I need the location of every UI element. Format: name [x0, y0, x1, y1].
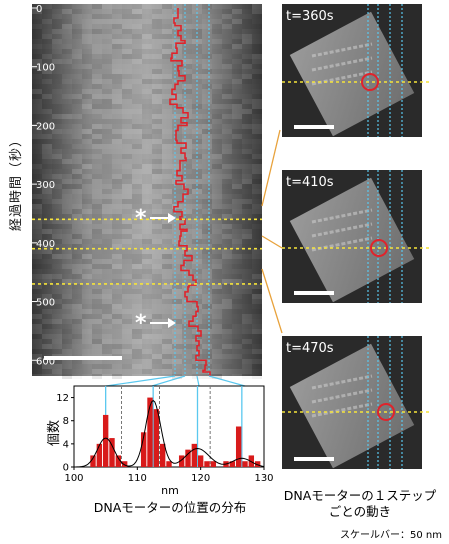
histogram: 個数 100 110 120 130 0 4 8 12 nm DNAモーターの位置の分布 [47, 385, 274, 515]
y-tick-label: 0 [36, 4, 42, 15]
histogram-bar [191, 443, 198, 467]
asterisk-marker-1: * [135, 206, 176, 231]
y-tick-label: 8 [63, 416, 69, 427]
snapshot-caption-line2: ごとの動き [329, 504, 391, 519]
snapshot-time-label: t=410s [286, 175, 334, 190]
kymo-to-histogram-connectors [105, 375, 246, 387]
histogram-x-label: nm [161, 484, 179, 497]
histogram-bar [90, 455, 96, 467]
histogram-bar [229, 461, 236, 467]
arrow-head-icon [168, 318, 176, 328]
y-tick-label: 12 [56, 393, 69, 404]
histogram-bar [166, 461, 172, 467]
histogram-bar [96, 443, 103, 467]
histogram-bar [159, 443, 166, 467]
snapshot-caption-line1: DNAモーターの１ステップ [284, 488, 437, 503]
motor-trace-line [169, 8, 211, 376]
snapshot-panel: t=410s [282, 170, 430, 303]
x-tick-label: 120 [191, 473, 210, 484]
y-tick-label: 200 [36, 121, 55, 132]
histogram-bar [121, 461, 128, 467]
kymograph: 0 100 200 300 400 500 600 * * [32, 4, 262, 379]
snapshot-time-label: t=360s [286, 9, 334, 24]
x-tick-label: 110 [128, 473, 147, 484]
histogram-bar [185, 449, 191, 467]
histogram-bar [109, 438, 115, 467]
asterisk-text: * [135, 206, 147, 231]
snapshot-scale-bar [294, 125, 334, 129]
y-tick-label: 600 [36, 356, 55, 367]
histogram-bar [235, 426, 242, 467]
histogram-bar [115, 455, 122, 467]
histogram-bar [147, 397, 153, 467]
y-tick-label: 400 [36, 239, 55, 250]
histogram-frame [73, 385, 265, 468]
histogram-bar [178, 455, 185, 467]
y-tick-label: 4 [63, 439, 69, 450]
histogram-caption: DNAモーターの位置の分布 [94, 500, 247, 515]
snapshot-panel: t=470s [282, 336, 430, 469]
histogram-bar [204, 461, 210, 467]
kymograph-scale-bar [44, 356, 122, 360]
x-tick-label: 130 [254, 473, 273, 484]
snapshot-time-label: t=470s [286, 341, 334, 356]
snapshot-column: t=360s t=410s t=470s [282, 4, 430, 469]
histogram-bar [197, 455, 204, 467]
histogram-bar [210, 461, 217, 467]
kymograph-y-ticks: 0 100 200 300 400 500 600 [32, 4, 55, 367]
kymograph-image [32, 4, 262, 376]
y-tick-label: 500 [36, 298, 55, 309]
kymograph-position-lines [174, 4, 210, 376]
histogram-bar [153, 409, 160, 467]
x-tick-label: 100 [64, 473, 83, 484]
motor-position-circle [377, 403, 395, 421]
kymograph-texture [32, 4, 262, 379]
histogram-bar [140, 432, 147, 467]
motor-position-circle [361, 73, 379, 91]
snapshot-panel: t=360s [282, 4, 430, 137]
histogram-y-label: 個数 [47, 420, 62, 446]
asterisk-text: * [135, 311, 147, 336]
kymo-to-snapshot-connectors [261, 129, 283, 334]
kymograph-time-markers [32, 218, 262, 285]
arrow-head-icon [168, 213, 176, 223]
snapshot-scale-bar [294, 291, 334, 295]
y-tick-label: 100 [36, 63, 55, 74]
histogram-bar [242, 461, 248, 467]
histogram-bar [102, 414, 109, 467]
motor-position-circle [370, 239, 388, 257]
histogram-fit-curve [74, 399, 265, 468]
y-tick-label: 0 [63, 463, 69, 474]
histogram-bar [254, 461, 261, 467]
asterisk-marker-2: * [135, 311, 176, 336]
kymograph-y-label: 経過時間（秒） [9, 132, 24, 231]
scale-bar-note: スケールバー：50 nm [340, 529, 442, 541]
y-tick-label: 300 [36, 180, 55, 191]
snapshot-scale-bar [294, 457, 334, 461]
